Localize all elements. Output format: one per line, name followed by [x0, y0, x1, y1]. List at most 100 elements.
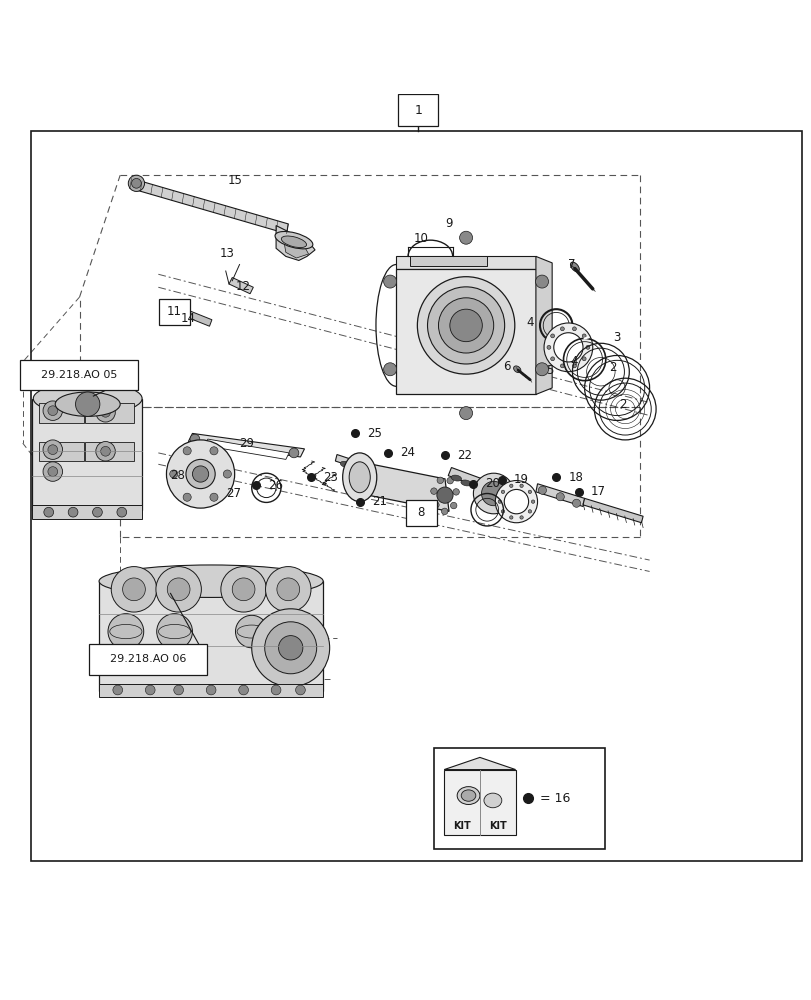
- Polygon shape: [229, 278, 253, 294]
- Circle shape: [495, 481, 537, 523]
- Ellipse shape: [33, 382, 142, 415]
- Polygon shape: [204, 439, 289, 459]
- Bar: [85, 442, 134, 461]
- Polygon shape: [396, 269, 535, 394]
- Circle shape: [504, 489, 528, 514]
- Ellipse shape: [438, 298, 493, 353]
- Circle shape: [572, 499, 580, 507]
- Polygon shape: [282, 234, 308, 258]
- Text: 22: 22: [457, 449, 471, 462]
- Circle shape: [174, 685, 183, 695]
- Circle shape: [280, 615, 312, 648]
- Text: KIT: KIT: [453, 821, 470, 831]
- Ellipse shape: [461, 480, 470, 486]
- Circle shape: [535, 275, 548, 288]
- Circle shape: [251, 609, 329, 687]
- Text: 2: 2: [608, 361, 616, 374]
- Ellipse shape: [449, 309, 482, 342]
- Text: 29.218.AO 06: 29.218.AO 06: [109, 654, 187, 664]
- Polygon shape: [99, 581, 323, 691]
- Circle shape: [556, 493, 564, 501]
- Circle shape: [547, 345, 550, 349]
- Circle shape: [289, 448, 298, 458]
- Circle shape: [48, 406, 58, 416]
- Circle shape: [145, 685, 155, 695]
- Circle shape: [265, 567, 311, 612]
- Bar: [32, 505, 142, 519]
- Text: 11: 11: [167, 305, 182, 318]
- Circle shape: [169, 470, 178, 478]
- Circle shape: [553, 333, 582, 362]
- Bar: [434, 748, 604, 849]
- Text: KIT: KIT: [488, 821, 506, 831]
- Circle shape: [459, 407, 472, 420]
- Text: 17: 17: [590, 485, 605, 498]
- Bar: [444, 770, 515, 835]
- Text: 18: 18: [568, 471, 582, 484]
- Ellipse shape: [430, 488, 436, 494]
- Ellipse shape: [340, 461, 350, 467]
- Ellipse shape: [441, 508, 448, 515]
- Polygon shape: [535, 256, 551, 394]
- Ellipse shape: [570, 262, 578, 272]
- Ellipse shape: [432, 502, 439, 508]
- Polygon shape: [448, 468, 482, 487]
- Circle shape: [44, 507, 54, 517]
- Circle shape: [235, 615, 268, 648]
- Text: 7: 7: [568, 258, 575, 271]
- Polygon shape: [32, 398, 142, 510]
- Polygon shape: [582, 498, 642, 523]
- Circle shape: [550, 357, 554, 361]
- Circle shape: [48, 467, 58, 476]
- Text: 26: 26: [268, 479, 282, 492]
- Polygon shape: [444, 757, 515, 770]
- Circle shape: [75, 392, 100, 416]
- Ellipse shape: [342, 453, 376, 502]
- Ellipse shape: [451, 475, 461, 481]
- Circle shape: [128, 175, 144, 191]
- Circle shape: [277, 578, 299, 601]
- Text: 23: 23: [323, 471, 337, 484]
- Ellipse shape: [417, 277, 514, 374]
- Circle shape: [156, 567, 201, 612]
- Ellipse shape: [281, 236, 307, 248]
- Circle shape: [581, 357, 586, 361]
- Circle shape: [92, 507, 102, 517]
- Bar: [406, 500, 436, 526]
- Circle shape: [481, 481, 505, 506]
- Text: 19: 19: [513, 473, 528, 486]
- Text: 6: 6: [503, 360, 510, 373]
- Circle shape: [183, 447, 191, 455]
- Bar: [99, 684, 323, 697]
- Circle shape: [209, 493, 217, 501]
- Circle shape: [459, 231, 472, 244]
- Circle shape: [101, 446, 110, 456]
- Circle shape: [68, 507, 78, 517]
- Circle shape: [206, 685, 216, 695]
- Bar: [397, 94, 438, 126]
- Circle shape: [538, 486, 546, 494]
- Ellipse shape: [461, 790, 475, 801]
- Circle shape: [43, 401, 62, 420]
- Circle shape: [295, 685, 305, 695]
- Ellipse shape: [349, 462, 370, 493]
- Text: 10: 10: [414, 232, 428, 245]
- Circle shape: [182, 493, 191, 501]
- Circle shape: [48, 445, 58, 455]
- Circle shape: [221, 567, 266, 612]
- Circle shape: [497, 500, 501, 503]
- Text: 28: 28: [170, 469, 185, 482]
- Ellipse shape: [275, 231, 312, 249]
- Circle shape: [436, 487, 453, 503]
- Circle shape: [167, 578, 190, 601]
- Circle shape: [519, 484, 522, 487]
- Circle shape: [278, 636, 303, 660]
- Circle shape: [238, 685, 248, 695]
- Ellipse shape: [99, 565, 323, 597]
- Text: 4: 4: [570, 355, 577, 368]
- Ellipse shape: [350, 465, 360, 471]
- Circle shape: [111, 567, 157, 612]
- Circle shape: [519, 516, 522, 519]
- Bar: [39, 403, 84, 423]
- Circle shape: [209, 447, 217, 455]
